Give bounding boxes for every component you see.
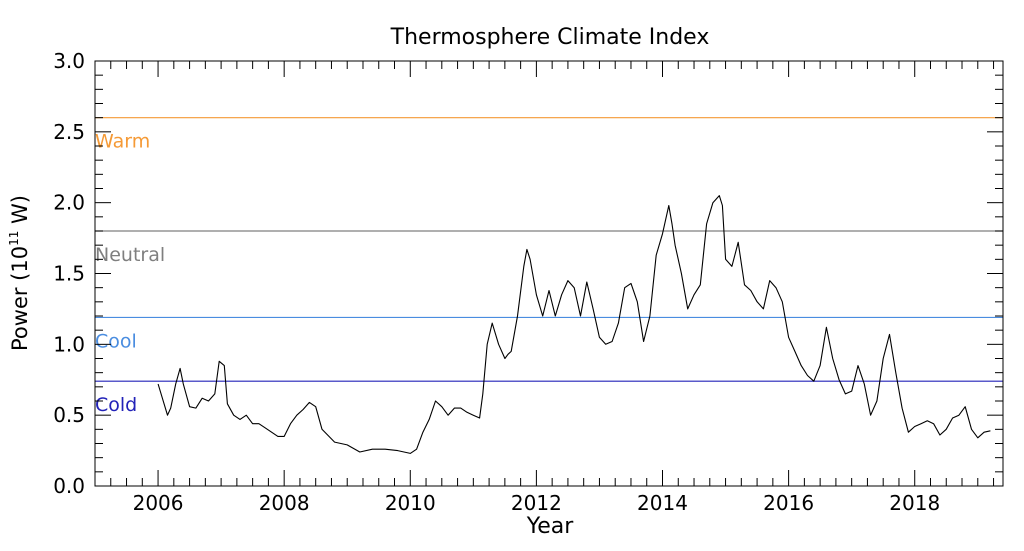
axes-layer: 2006 2008 2010 2012 2014 2016 2018 0.0 0.5 1.0 1.5… [53,49,1003,515]
y-axis-label-unit: W) [8,195,32,231]
series-layer [157,195,991,454]
x-tick-label: 2008 [259,491,310,515]
y-tick-label: 0.5 [53,403,85,427]
y-tick-label: 2.5 [53,120,85,144]
x-tick-label: 2018 [889,491,940,515]
y-axis-label-main: Power (10 [8,246,32,351]
chart-title: Thermosphere Climate Index [390,25,710,50]
y-tick-label: 3.0 [53,49,85,73]
y-tick-label: 1.0 [53,332,85,356]
series-line-0 [157,195,991,454]
y-tick-label: 1.5 [53,262,85,286]
y-tick-label: 0.0 [53,474,85,498]
x-tick-label: 2016 [763,491,814,515]
x-tick-label: 2010 [385,491,436,515]
x-tick-label: 2006 [133,491,184,515]
y-axis-label: Power (1011 W) [7,195,32,351]
y-axis-label-exp: 11 [7,231,21,246]
y-tick-label: 2.0 [53,191,85,215]
threshold-lines: Warm Neutral Cool Cold [95,117,1003,416]
threshold-label-warm: Warm [95,131,150,153]
x-tick-label: 2014 [637,491,688,515]
threshold-label-cool: Cool [95,330,137,352]
threshold-label-cold: Cold [95,394,137,416]
plot-frame [94,60,1004,487]
x-axis-label: Year [526,514,575,539]
threshold-label-neutral: Neutral [95,244,165,266]
x-tick-label: 2012 [511,491,562,515]
